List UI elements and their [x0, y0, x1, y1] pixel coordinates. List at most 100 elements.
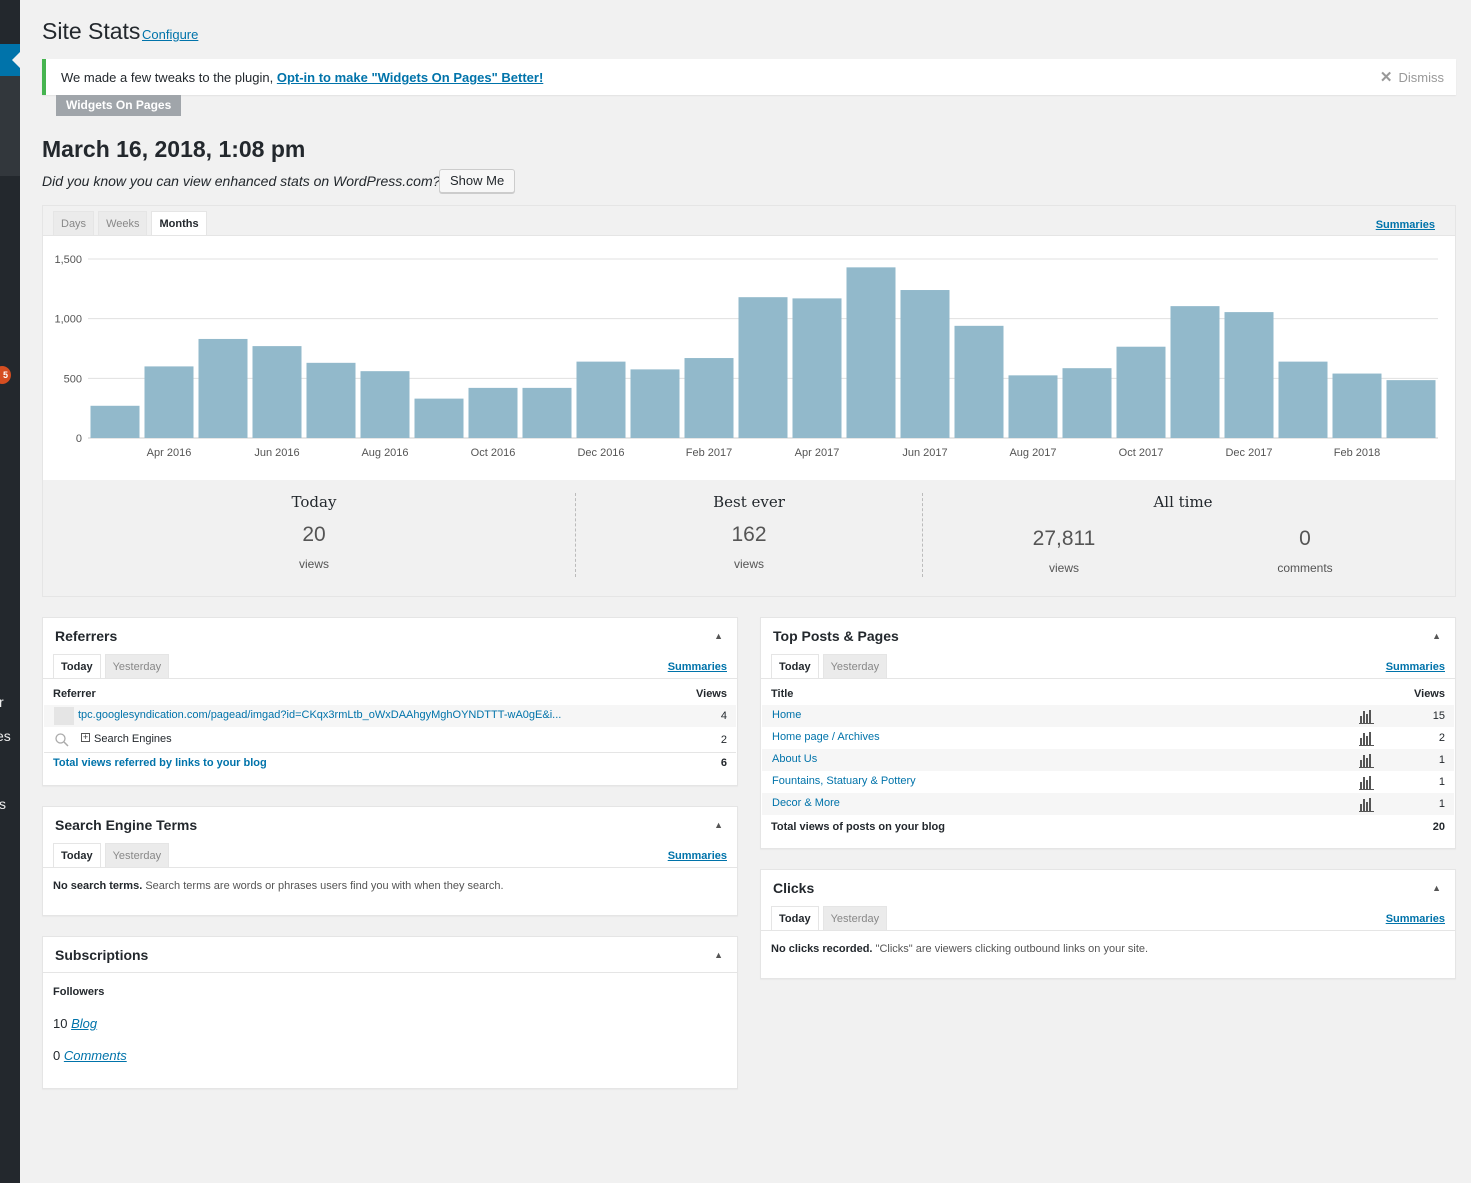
chart-bar[interactable]	[522, 387, 572, 438]
chart-summaries-link[interactable]: Summaries	[1375, 219, 1435, 231]
sidebar-item-fragment[interactable]: es	[0, 728, 11, 744]
x-tick-label: Dec 2017	[1225, 447, 1272, 459]
chart-bar[interactable]	[306, 362, 356, 438]
chart-bar[interactable]	[1116, 346, 1166, 438]
bar-chart-icon[interactable]	[1359, 752, 1374, 768]
sidebar-submenu[interactable]	[0, 76, 20, 176]
show-me-button[interactable]: Show Me	[439, 169, 516, 193]
tab-yesterday[interactable]: Yesterday	[104, 843, 170, 867]
sidebar-item-fragment[interactable]: r	[0, 694, 4, 710]
tab-yesterday[interactable]: Yesterday	[104, 654, 170, 678]
chart-bar[interactable]	[90, 405, 140, 438]
x-tick-label: Dec 2016	[577, 447, 624, 459]
table-row: Decor & More 1	[762, 793, 1454, 815]
tab-divider	[761, 678, 1455, 679]
chart-bar[interactable]	[1062, 368, 1112, 438]
post-title-link[interactable]: Home	[772, 709, 802, 721]
chart-bar[interactable]	[414, 398, 464, 438]
tab-yesterday[interactable]: Yesterday	[822, 654, 888, 678]
stat-alltime-comments-value: 0	[1299, 527, 1311, 550]
bar-chart-icon[interactable]	[1359, 796, 1374, 812]
clicks-title: Clicks	[773, 880, 815, 896]
referrer-link[interactable]: tpc.googlesyndication.com/pagead/imgad?i…	[78, 709, 562, 721]
configure-link[interactable]: Configure	[142, 27, 199, 42]
bar-chart-icon[interactable]	[1359, 708, 1374, 724]
bar-chart-icon[interactable]	[1359, 730, 1374, 746]
chart-bar[interactable]	[900, 290, 950, 438]
subscriptions-title: Subscriptions	[55, 947, 149, 963]
post-views: 1	[1438, 754, 1445, 766]
collapse-toggle-icon[interactable]: ▲	[714, 631, 723, 641]
chart-bar[interactable]	[954, 325, 1004, 438]
chart-bar[interactable]	[198, 338, 248, 438]
chart-bar[interactable]	[1332, 373, 1382, 438]
referrers-summaries-link[interactable]: Summaries	[667, 661, 727, 673]
blog-followers-link[interactable]: Blog	[71, 1016, 98, 1031]
box-divider	[43, 972, 737, 973]
table-row: tpc.googlesyndication.com/pagead/imgad?i…	[44, 705, 736, 727]
collapse-toggle-icon[interactable]: ▲	[1432, 883, 1441, 893]
stat-today-unit: views	[298, 557, 329, 571]
enhanced-stats-text: Did you know you can view enhanced stats…	[42, 173, 441, 189]
chart-bar[interactable]	[576, 361, 626, 438]
chart-bar[interactable]	[792, 298, 842, 438]
referrers-total-value: 6	[720, 757, 727, 769]
collapse-toggle-icon[interactable]: ▲	[1432, 631, 1441, 641]
x-tick-label: Feb 2018	[1334, 447, 1380, 459]
chart-bar[interactable]	[468, 387, 518, 438]
tab-months[interactable]: Months	[151, 211, 207, 236]
collapse-toggle-icon[interactable]: ▲	[714, 950, 723, 960]
sidebar-current-arrow	[12, 52, 20, 68]
opt-in-link[interactable]: Opt-in to make "Widgets On Pages" Better…	[276, 70, 544, 85]
chart-bar[interactable]	[144, 366, 194, 438]
tab-today[interactable]: Today	[771, 906, 819, 931]
collapse-toggle-icon[interactable]: ▲	[714, 820, 723, 830]
top-posts-summaries-link[interactable]: Summaries	[1385, 661, 1445, 673]
comment-followers-count: 0	[53, 1048, 61, 1063]
tab-today[interactable]: Today	[771, 654, 819, 679]
chart-bar[interactable]	[684, 358, 734, 438]
clicks-summaries-link[interactable]: Summaries	[1385, 913, 1445, 925]
plugin-tag: Widgets On Pages	[56, 95, 182, 116]
blog-followers: 10 Blog	[53, 1016, 97, 1031]
tab-today[interactable]: Today	[53, 843, 101, 868]
chart-bar[interactable]	[738, 297, 788, 438]
sidebar-item-fragment[interactable]: s	[0, 796, 6, 812]
chart-bar[interactable]	[252, 346, 302, 438]
chart-bar[interactable]	[1224, 312, 1274, 438]
favicon-placeholder	[54, 707, 74, 725]
chart-bar[interactable]	[360, 371, 410, 438]
top-posts-total-row: Total views of posts on your blog 20	[771, 821, 1445, 833]
x-tick-label: Oct 2017	[1119, 447, 1164, 459]
chart-bar[interactable]	[1386, 380, 1436, 438]
tab-yesterday[interactable]: Yesterday	[822, 906, 888, 930]
stat-alltime-views-unit: views	[1048, 561, 1079, 575]
post-title-link[interactable]: About Us	[772, 753, 818, 765]
tab-weeks[interactable]: Weeks	[98, 211, 148, 235]
chart-bar[interactable]	[846, 267, 896, 438]
chart-bar[interactable]	[1008, 375, 1058, 438]
post-title-link[interactable]: Fountains, Statuary & Pottery	[772, 775, 916, 787]
tab-today[interactable]: Today	[53, 654, 101, 679]
comment-followers: 0 Comments	[53, 1048, 127, 1063]
y-tick-label: 1,000	[54, 314, 82, 326]
post-title-link[interactable]: Home page / Archives	[772, 731, 880, 743]
bar-chart-icon[interactable]	[1359, 774, 1374, 790]
tab-divider	[43, 678, 737, 679]
tab-days[interactable]: Days	[53, 211, 95, 235]
search-terms-summaries-link[interactable]: Summaries	[667, 850, 727, 862]
chart-bar[interactable]	[1170, 306, 1220, 438]
table-row: + Search Engines 2	[44, 729, 736, 751]
stat-today-heading: Today	[291, 493, 337, 511]
dismiss-button[interactable]: ✕ Dismiss	[1380, 68, 1444, 86]
dismiss-label: Dismiss	[1398, 70, 1445, 85]
chart-bar[interactable]	[630, 369, 680, 438]
referrers-tabs: Today Yesterday	[53, 654, 170, 679]
top-posts-box: Top Posts & Pages ▲ Today Yesterday Summ…	[760, 617, 1456, 849]
post-title-link[interactable]: Decor & More	[772, 797, 840, 809]
clicks-box: Clicks ▲ Today Yesterday Summaries No cl…	[760, 869, 1456, 979]
comment-followers-link[interactable]: Comments	[63, 1048, 127, 1063]
referrers-total-row: Total views referred by links to your bl…	[53, 757, 727, 769]
expand-icon[interactable]: +	[81, 732, 90, 742]
chart-bar[interactable]	[1278, 361, 1328, 438]
